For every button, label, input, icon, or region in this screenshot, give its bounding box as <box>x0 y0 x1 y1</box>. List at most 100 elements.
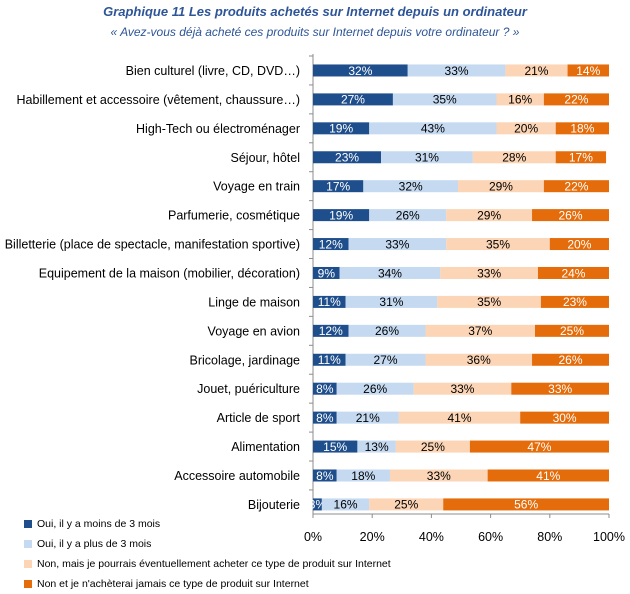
bar-segment <box>336 382 414 395</box>
data-label: 18% <box>570 122 594 136</box>
data-label: 25% <box>560 324 584 338</box>
data-label: 43% <box>421 122 445 136</box>
bar-segment <box>313 64 408 77</box>
data-label: 32% <box>399 179 423 193</box>
bar-segment <box>458 180 544 193</box>
bar-segment <box>407 64 506 77</box>
data-label: 16% <box>334 498 358 512</box>
data-label: 26% <box>559 353 583 367</box>
data-label: 29% <box>489 179 513 193</box>
data-label: 33% <box>445 64 469 78</box>
category-label: Billetterie (place de spectacle, manifes… <box>5 238 300 252</box>
bar-segment <box>440 266 538 279</box>
data-label: 31% <box>415 151 439 165</box>
data-label: 21% <box>356 411 380 425</box>
bar-segment <box>511 382 609 395</box>
data-label: 21% <box>524 64 548 78</box>
bar-segment <box>369 122 497 135</box>
data-label: 26% <box>559 208 583 222</box>
bar-segment <box>313 440 358 453</box>
bar-segment <box>313 353 346 366</box>
data-label: 23% <box>335 151 359 165</box>
bar-segment <box>313 93 393 106</box>
legend-entry: Oui, il y a moins de 3 mois <box>24 514 391 534</box>
bar-segment <box>336 411 399 424</box>
bar-segment <box>363 180 459 193</box>
bar-segment <box>532 353 609 366</box>
data-label: 35% <box>486 237 510 251</box>
data-label: 19% <box>329 122 353 136</box>
bar-segment <box>313 238 349 251</box>
bar-segment <box>313 498 322 511</box>
bar-segment <box>336 469 390 482</box>
bar-segment <box>339 266 441 279</box>
bar-segment <box>425 353 533 366</box>
data-label: 30% <box>553 411 577 425</box>
data-label: 41% <box>536 469 560 483</box>
bar-segment <box>469 440 609 453</box>
data-label: 26% <box>396 208 420 222</box>
data-label: 12% <box>319 237 343 251</box>
bar-segment <box>446 238 550 251</box>
bar-segment <box>540 295 609 308</box>
bar-segment <box>543 180 609 193</box>
data-label: 9% <box>318 266 336 280</box>
bar-segment <box>520 411 609 424</box>
data-label: 8% <box>316 469 334 483</box>
data-label: 26% <box>375 324 399 338</box>
bar-segment <box>357 440 396 453</box>
data-label: 32% <box>348 64 372 78</box>
data-label: 47% <box>527 440 551 454</box>
data-label: 36% <box>467 353 491 367</box>
data-label: 56% <box>514 498 538 512</box>
x-tick-label: 60% <box>478 530 503 544</box>
bar-segment <box>313 122 370 135</box>
data-label: 27% <box>374 353 398 367</box>
bar-segment <box>392 93 497 106</box>
bar-segment <box>313 180 364 193</box>
legend-label: Non, mais je pourrais éventuellement ach… <box>37 558 391 570</box>
bar-segment <box>313 382 337 395</box>
legend-swatch <box>24 580 32 588</box>
bar-segment <box>348 324 426 337</box>
chart-legend: Oui, il y a moins de 3 mois Oui, il y a p… <box>24 514 391 594</box>
bar-segment <box>496 93 544 106</box>
bar-segment <box>369 498 444 511</box>
data-label: 19% <box>329 208 353 222</box>
x-tick-label: 40% <box>419 530 444 544</box>
category-label: Jouet, puériculture <box>197 382 300 396</box>
bar-segment <box>555 151 607 164</box>
bar-segment <box>537 266 609 279</box>
data-label: 22% <box>564 93 588 107</box>
data-label: 17% <box>326 179 350 193</box>
data-label: 11% <box>318 353 341 367</box>
bar-segment <box>535 324 609 337</box>
data-label: 22% <box>564 179 588 193</box>
bar-segment <box>313 209 370 222</box>
category-label: Alimentation <box>231 440 300 454</box>
category-label: Accessoire automobile <box>174 469 300 483</box>
bar-segment <box>345 295 438 308</box>
category-label: Linge de maison <box>208 295 300 309</box>
data-label: 12% <box>319 324 343 338</box>
category-label: Bijouterie <box>248 498 300 512</box>
data-label: 16% <box>508 93 532 107</box>
bar-segment <box>549 238 609 251</box>
data-label: 20% <box>567 237 591 251</box>
bar-segment <box>313 151 382 164</box>
bar-segment <box>443 498 609 511</box>
legend-swatch <box>24 560 32 568</box>
data-label: 18% <box>351 469 375 483</box>
category-label: Bricolage, jardinage <box>190 353 301 367</box>
data-label: 25% <box>394 498 418 512</box>
data-label: 31% <box>379 295 403 309</box>
bar-segment <box>505 64 568 77</box>
data-label: 24% <box>561 266 585 280</box>
bar-segment <box>313 295 346 308</box>
data-label: 8% <box>316 411 334 425</box>
bar-segment <box>437 295 541 308</box>
bar-segment <box>369 209 447 222</box>
bar-segment <box>543 93 609 106</box>
bar-segment <box>321 498 370 511</box>
